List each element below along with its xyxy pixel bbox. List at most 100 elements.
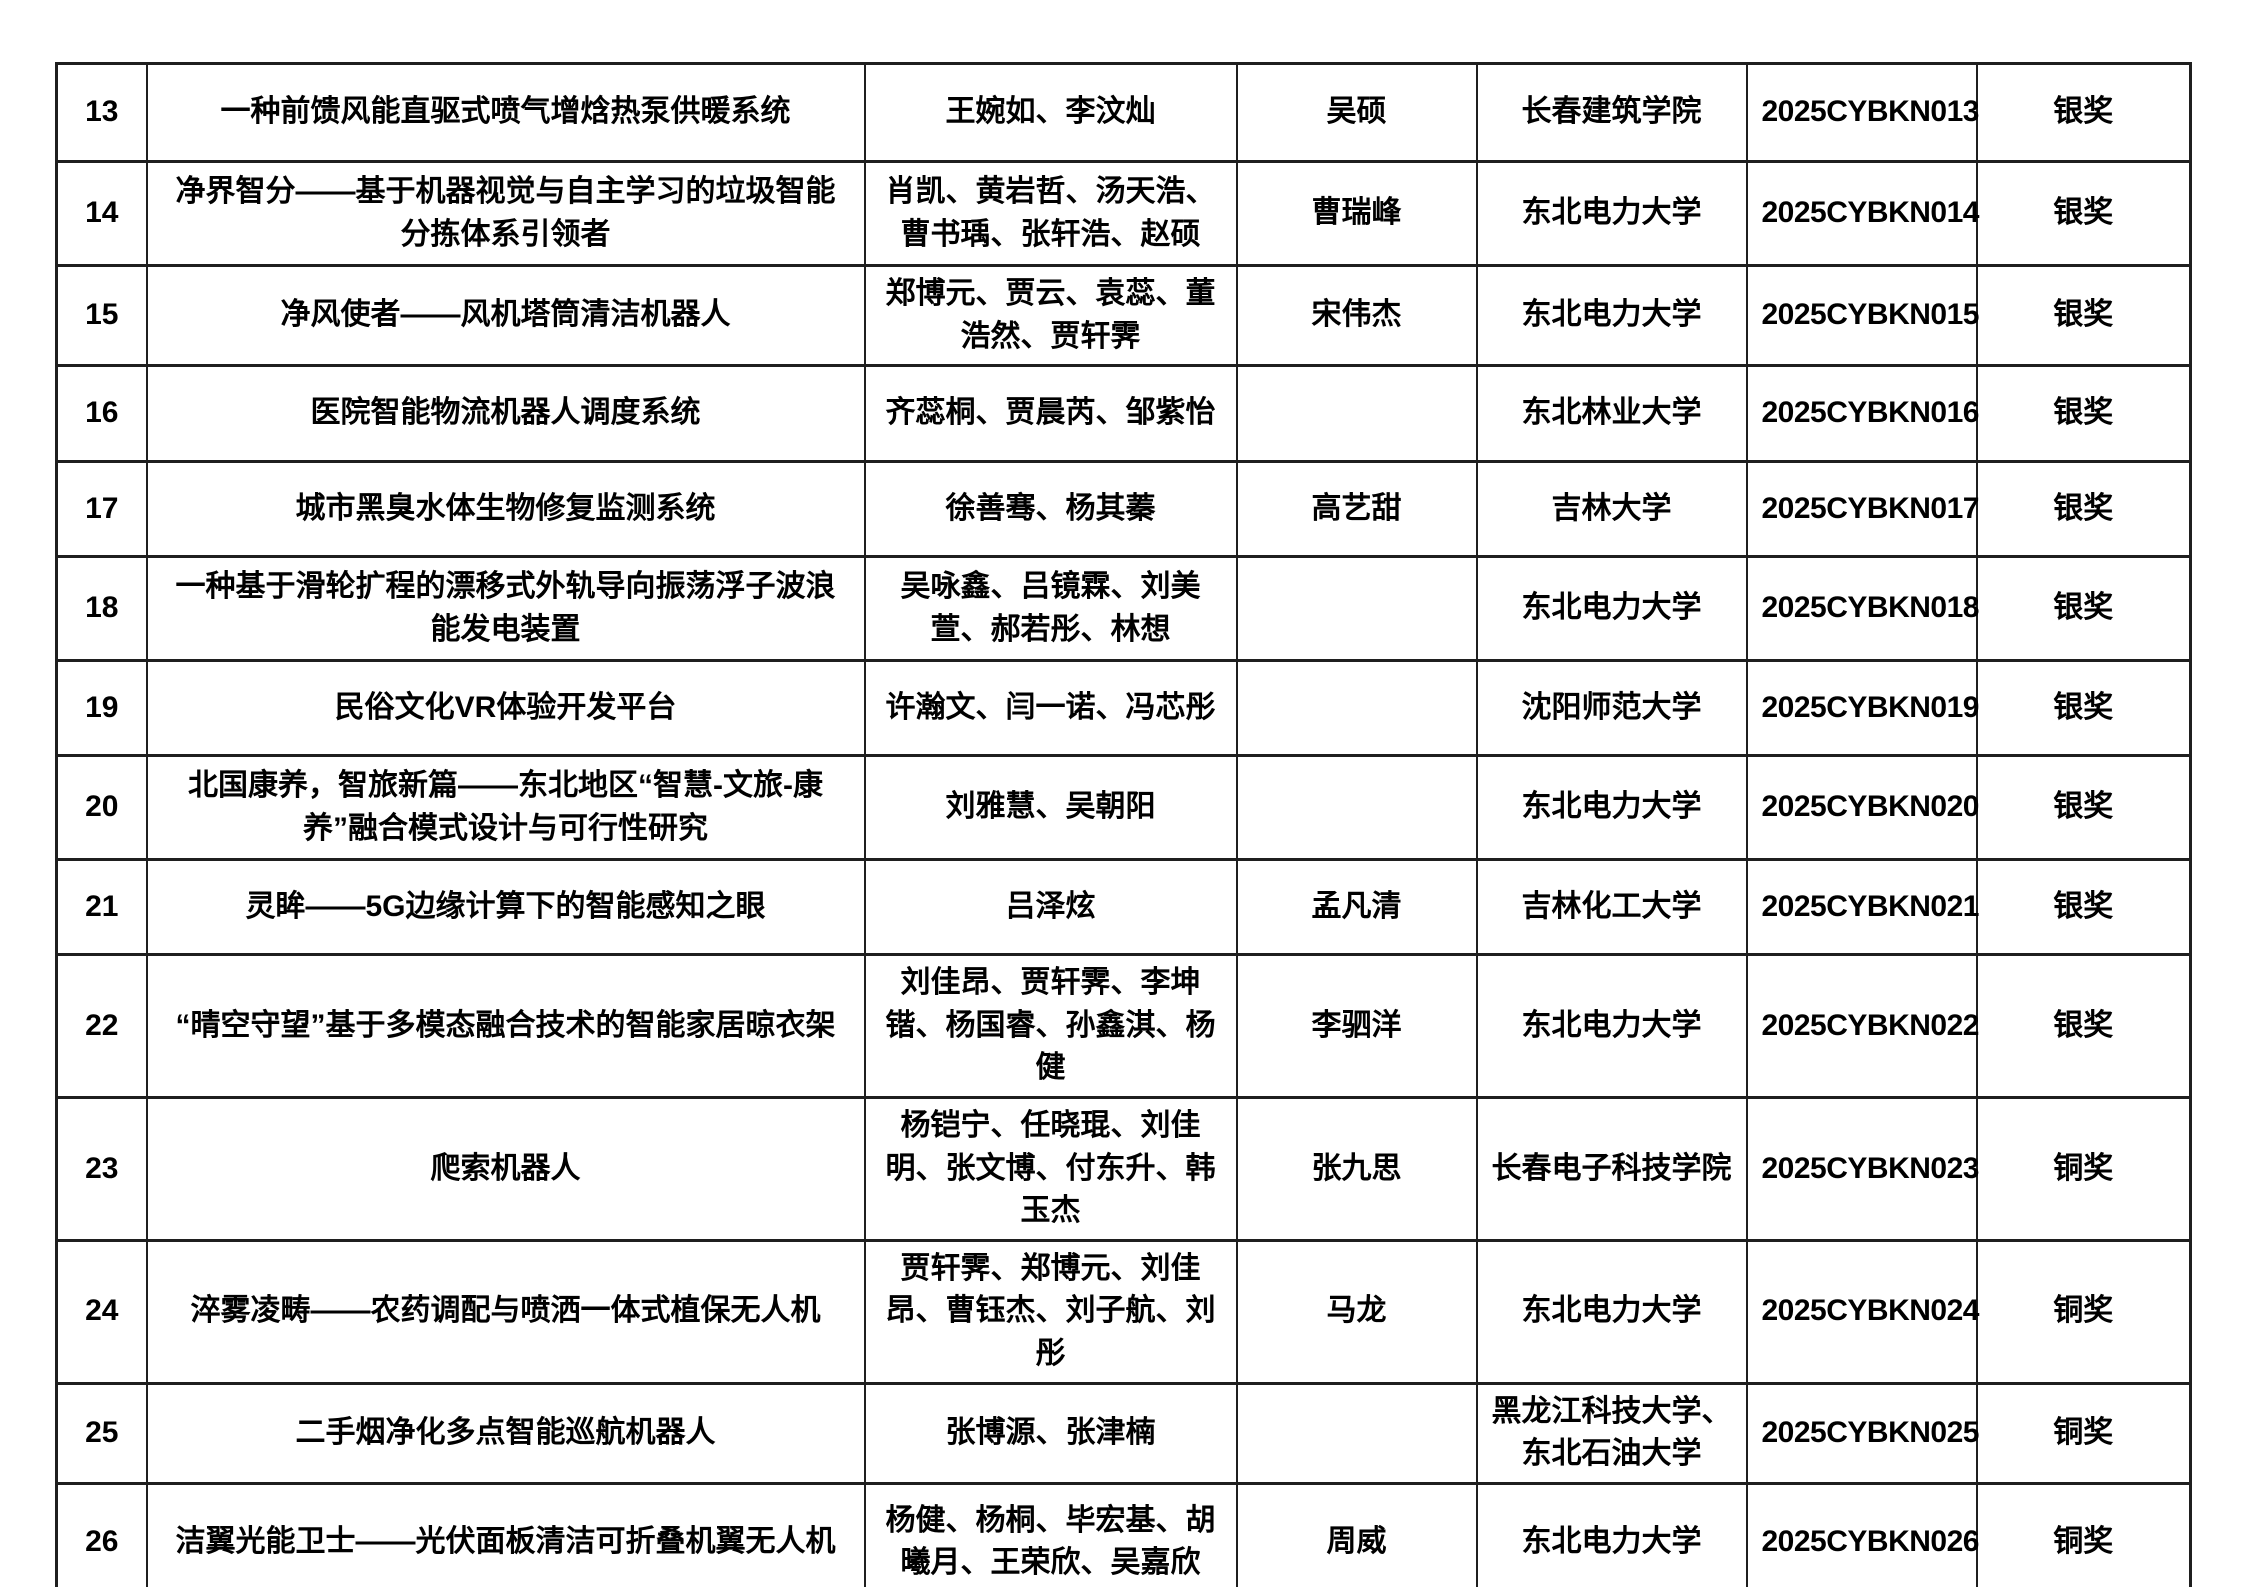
cell-university: 东北电力大学 xyxy=(1475,555,1748,663)
table-row: 13 一种前馈风能直驱式喷气增焓热泵供暖系统 王婉如、李汶灿 吴硕 长春建筑学院… xyxy=(55,62,2192,163)
cell-serial-number: 22 xyxy=(55,953,148,1099)
cell-project-name: 净界智分——基于机器视觉与自主学习的垃圾智能分拣体系引领者 xyxy=(145,160,866,267)
cell-university: 东北电力大学 xyxy=(1475,263,1748,368)
cell-project-code: 2025CYBKN016 xyxy=(1745,364,1979,464)
table-row: 25 二手烟净化多点智能巡航机器人 张博源、张津楠 黑龙江科技大学、东北石油大学… xyxy=(55,1381,2192,1485)
cell-project-name: 一种基于滑轮扩程的漂移式外轨导向振荡浮子波浪能发电装置 xyxy=(145,555,866,663)
cell-award-level: 银奖 xyxy=(1975,364,2192,464)
awards-table-body: 13 一种前馈风能直驱式喷气增焓热泵供暖系统 王婉如、李汶灿 吴硕 长春建筑学院… xyxy=(55,62,2192,1587)
cell-university: 长春建筑学院 xyxy=(1475,62,1748,163)
table-row: 24 淬雾凌畴——农药调配与喷洒一体式植保无人机 贾轩霁、郑博元、刘佳昂、曹钰杰… xyxy=(55,1238,2192,1385)
cell-team-members: 吴咏鑫、吕镜霖、刘美萱、郝若彤、林想 xyxy=(863,555,1238,663)
cell-university: 黑龙江科技大学、东北石油大学 xyxy=(1475,1381,1748,1485)
cell-serial-number: 19 xyxy=(55,659,148,758)
cell-project-name: 一种前馈风能直驱式喷气增焓热泵供暖系统 xyxy=(145,62,866,163)
table-row: 26 洁翼光能卫士——光伏面板清洁可折叠机翼无人机 杨健、杨桐、毕宏基、胡曦月、… xyxy=(55,1481,2192,1587)
cell-team-members: 郑博元、贾云、袁蕊、董浩然、贾轩霁 xyxy=(863,263,1238,368)
cell-team-members: 杨铠宁、任晓琨、刘佳明、张文博、付东升、韩玉杰 xyxy=(863,1095,1238,1242)
cell-project-name: 二手烟净化多点智能巡航机器人 xyxy=(145,1381,866,1485)
cell-serial-number: 14 xyxy=(55,160,148,267)
cell-project-code: 2025CYBKN014 xyxy=(1745,160,1979,267)
cell-university: 长春电子科技学院 xyxy=(1475,1095,1748,1242)
cell-award-level: 铜奖 xyxy=(1975,1095,2192,1242)
cell-project-code: 2025CYBKN022 xyxy=(1745,953,1979,1099)
cell-project-code: 2025CYBKN023 xyxy=(1745,1095,1979,1242)
cell-team-members: 许瀚文、闫一诺、冯芯彤 xyxy=(863,659,1238,758)
cell-project-name: 城市黑臭水体生物修复监测系统 xyxy=(145,460,866,559)
table-row: 14 净界智分——基于机器视觉与自主学习的垃圾智能分拣体系引领者 肖凯、黄岩哲、… xyxy=(55,160,2192,267)
cell-project-code: 2025CYBKN021 xyxy=(1745,858,1979,957)
cell-serial-number: 18 xyxy=(55,555,148,663)
cell-advisor: 高艺甜 xyxy=(1235,460,1478,559)
cell-university: 东北电力大学 xyxy=(1475,1238,1748,1385)
cell-team-members: 徐善骞、杨其蓁 xyxy=(863,460,1238,559)
cell-advisor: 李驷洋 xyxy=(1235,953,1478,1099)
cell-serial-number: 13 xyxy=(55,62,148,163)
cell-award-level: 银奖 xyxy=(1975,460,2192,559)
cell-serial-number: 15 xyxy=(55,263,148,368)
cell-award-level: 银奖 xyxy=(1975,754,2192,862)
cell-advisor: 宋伟杰 xyxy=(1235,263,1478,368)
cell-university: 东北电力大学 xyxy=(1475,953,1748,1099)
table-row: 19 民俗文化VR体验开发平台 许瀚文、闫一诺、冯芯彤 沈阳师范大学 2025C… xyxy=(55,659,2192,758)
table-row: 21 灵眸——5G边缘计算下的智能感知之眼 吕泽炫 孟凡清 吉林化工大学 202… xyxy=(55,858,2192,957)
cell-serial-number: 26 xyxy=(55,1481,148,1587)
cell-advisor: 张九思 xyxy=(1235,1095,1478,1242)
cell-team-members: 吕泽炫 xyxy=(863,858,1238,957)
cell-advisor: 周威 xyxy=(1235,1481,1478,1587)
cell-project-name: “晴空守望”基于多模态融合技术的智能家居晾衣架 xyxy=(145,953,866,1099)
cell-project-name: 洁翼光能卫士——光伏面板清洁可折叠机翼无人机 xyxy=(145,1481,866,1587)
cell-serial-number: 21 xyxy=(55,858,148,957)
cell-advisor: 孟凡清 xyxy=(1235,858,1478,957)
cell-university: 东北电力大学 xyxy=(1475,160,1748,267)
cell-serial-number: 16 xyxy=(55,364,148,464)
table-row: 23 爬索机器人 杨铠宁、任晓琨、刘佳明、张文博、付东升、韩玉杰 张九思 长春电… xyxy=(55,1095,2192,1242)
cell-advisor xyxy=(1235,364,1478,464)
cell-team-members: 刘雅慧、吴朝阳 xyxy=(863,754,1238,862)
cell-project-name: 淬雾凌畴——农药调配与喷洒一体式植保无人机 xyxy=(145,1238,866,1385)
cell-advisor xyxy=(1235,659,1478,758)
cell-award-level: 银奖 xyxy=(1975,555,2192,663)
cell-advisor: 吴硕 xyxy=(1235,62,1478,163)
cell-serial-number: 23 xyxy=(55,1095,148,1242)
cell-advisor: 马龙 xyxy=(1235,1238,1478,1385)
cell-university: 东北电力大学 xyxy=(1475,1481,1748,1587)
cell-project-code: 2025CYBKN025 xyxy=(1745,1381,1979,1485)
cell-advisor xyxy=(1235,754,1478,862)
cell-project-name: 灵眸——5G边缘计算下的智能感知之眼 xyxy=(145,858,866,957)
cell-award-level: 银奖 xyxy=(1975,659,2192,758)
cell-advisor xyxy=(1235,1381,1478,1485)
cell-project-code: 2025CYBKN013 xyxy=(1745,62,1979,163)
cell-university: 东北电力大学 xyxy=(1475,754,1748,862)
cell-serial-number: 20 xyxy=(55,754,148,862)
cell-university: 沈阳师范大学 xyxy=(1475,659,1748,758)
cell-project-code: 2025CYBKN018 xyxy=(1745,555,1979,663)
cell-serial-number: 17 xyxy=(55,460,148,559)
cell-team-members: 杨健、杨桐、毕宏基、胡曦月、王荣欣、吴嘉欣 xyxy=(863,1481,1238,1587)
cell-award-level: 银奖 xyxy=(1975,263,2192,368)
table-row: 16 医院智能物流机器人调度系统 齐蕊桐、贾晨芮、邹紫怡 东北林业大学 2025… xyxy=(55,364,2192,464)
cell-team-members: 王婉如、李汶灿 xyxy=(863,62,1238,163)
awards-table: 13 一种前馈风能直驱式喷气增焓热泵供暖系统 王婉如、李汶灿 吴硕 长春建筑学院… xyxy=(55,62,2192,1587)
cell-award-level: 银奖 xyxy=(1975,62,2192,163)
cell-award-level: 铜奖 xyxy=(1975,1381,2192,1485)
cell-university: 吉林大学 xyxy=(1475,460,1748,559)
cell-project-code: 2025CYBKN024 xyxy=(1745,1238,1979,1385)
cell-team-members: 张博源、张津楠 xyxy=(863,1381,1238,1485)
table-row: 20 北国康养，智旅新篇——东北地区“智慧-文旅-康养”融合模式设计与可行性研究… xyxy=(55,754,2192,862)
table-row: 17 城市黑臭水体生物修复监测系统 徐善骞、杨其蓁 高艺甜 吉林大学 2025C… xyxy=(55,460,2192,559)
cell-project-name: 民俗文化VR体验开发平台 xyxy=(145,659,866,758)
cell-serial-number: 24 xyxy=(55,1238,148,1385)
cell-team-members: 刘佳昂、贾轩霁、李坤锴、杨国睿、孙鑫淇、杨健 xyxy=(863,953,1238,1099)
cell-team-members: 齐蕊桐、贾晨芮、邹紫怡 xyxy=(863,364,1238,464)
cell-project-code: 2025CYBKN015 xyxy=(1745,263,1979,368)
cell-project-name: 爬索机器人 xyxy=(145,1095,866,1242)
cell-award-level: 银奖 xyxy=(1975,953,2192,1099)
cell-project-name: 北国康养，智旅新篇——东北地区“智慧-文旅-康养”融合模式设计与可行性研究 xyxy=(145,754,866,862)
cell-award-level: 铜奖 xyxy=(1975,1481,2192,1587)
cell-advisor xyxy=(1235,555,1478,663)
cell-serial-number: 25 xyxy=(55,1381,148,1485)
cell-project-code: 2025CYBKN020 xyxy=(1745,754,1979,862)
cell-advisor: 曹瑞峰 xyxy=(1235,160,1478,267)
